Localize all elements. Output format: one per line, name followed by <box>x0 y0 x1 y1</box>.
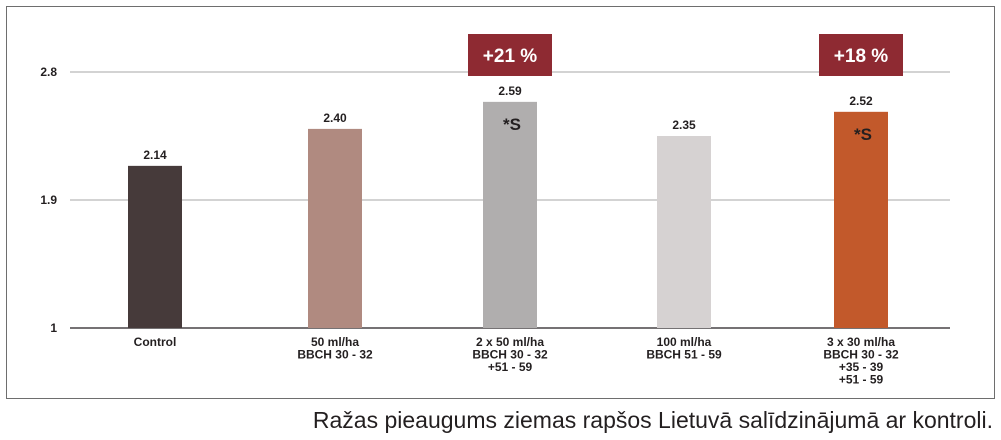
bar-value-label: 2.14 <box>143 148 167 162</box>
percent-badge <box>819 34 903 76</box>
significance-mark: *S <box>854 125 872 144</box>
percent-badge-label: +18 % <box>834 46 889 67</box>
bar <box>128 165 182 328</box>
percent-badge <box>468 34 552 76</box>
x-tick-label: +51 - 59 <box>839 373 884 387</box>
percent-badge-label: +21 % <box>483 46 538 67</box>
x-tick-label: 2 x 50 ml/ha <box>476 335 544 349</box>
x-tick-label: 3 x 30 ml/ha <box>827 335 895 349</box>
bar <box>308 128 362 328</box>
bar-value-label: 2.40 <box>323 111 347 125</box>
y-tick-label: 2.8 <box>40 65 57 79</box>
bar-value-label: 2.52 <box>849 94 873 108</box>
x-tick-label: BBCH 51 - 59 <box>646 348 722 362</box>
y-tick-label: 1.9 <box>40 193 57 207</box>
bar-value-label: 2.59 <box>498 84 522 98</box>
x-tick-label: BBCH 30 - 32 <box>297 348 373 362</box>
chart-caption: Ražas pieaugums ziemas rapšos Lietuvā sa… <box>312 407 993 433</box>
x-tick-label: +51 - 59 <box>488 360 533 374</box>
x-tick-label: BBCH 30 - 32 <box>472 348 548 362</box>
x-tick-label: BBCH 30 - 32 <box>823 348 899 362</box>
bar <box>834 111 888 328</box>
x-tick-label: 50 ml/ha <box>311 335 359 349</box>
x-tick-label: Control <box>134 335 177 349</box>
bar-value-label: 2.35 <box>672 118 696 132</box>
bar <box>483 101 537 328</box>
bar <box>657 136 711 328</box>
y-tick-label: 1 <box>50 321 57 335</box>
x-tick-label: +35 - 39 <box>839 360 884 374</box>
significance-mark: *S <box>503 115 521 134</box>
x-tick-label: 100 ml/ha <box>657 335 712 349</box>
